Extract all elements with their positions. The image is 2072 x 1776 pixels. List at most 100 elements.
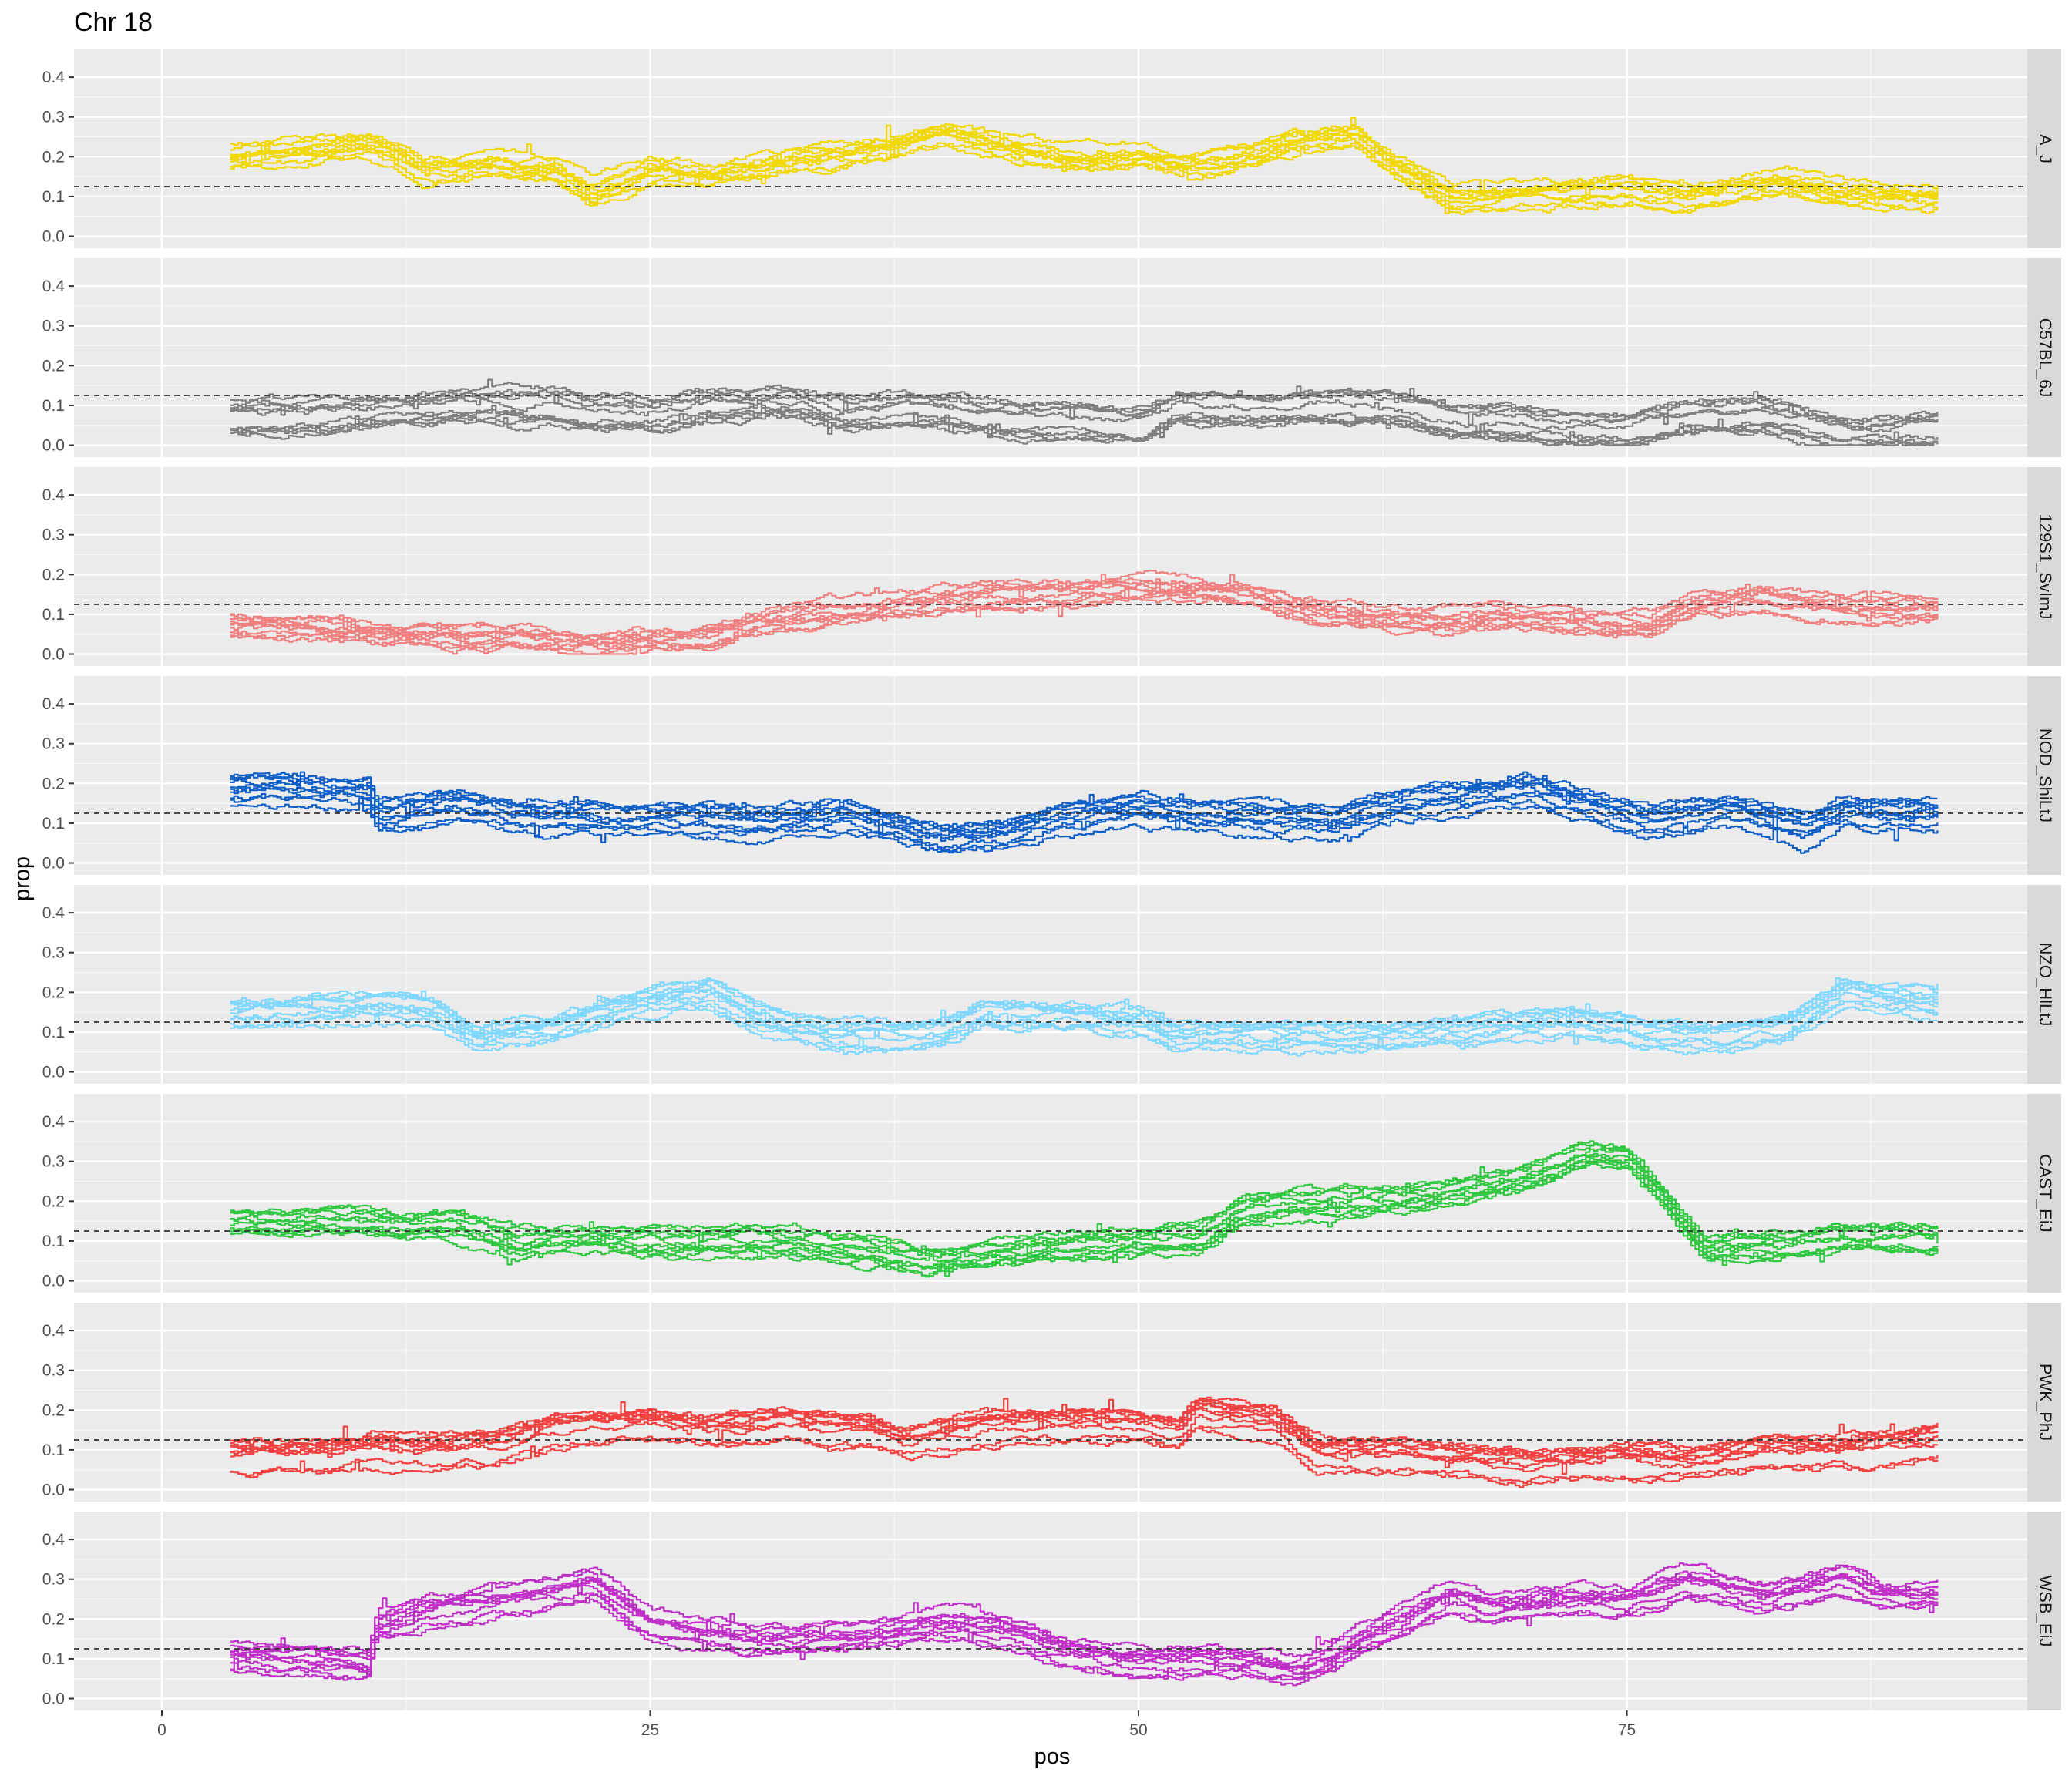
y-tick-label: 0.1 — [42, 1024, 65, 1041]
series-line — [230, 596, 1939, 655]
series-line — [230, 1144, 1939, 1254]
x-tick-label: 75 — [1618, 1721, 1636, 1739]
panel-background — [74, 885, 2027, 1084]
x-tick-label: 25 — [641, 1721, 659, 1739]
series-line — [230, 384, 1939, 426]
series-line — [230, 978, 1939, 1031]
panel-a_j: 0.0 0.1 0.2 0.3 0.4 A_J — [42, 49, 2061, 248]
series-line — [230, 578, 1939, 645]
y-tick-label: 0.2 — [42, 566, 65, 584]
series-line — [230, 792, 1939, 854]
series-lines — [230, 977, 1939, 1057]
facet-strip — [2027, 1303, 2061, 1502]
y-tick-label: 0.4 — [42, 486, 66, 504]
x-tick-label: 50 — [1129, 1721, 1147, 1739]
series-line — [230, 404, 1939, 443]
facet-strip — [2027, 885, 2061, 1084]
panel-background — [74, 1512, 2027, 1710]
series-lines — [230, 1562, 1939, 1687]
facet-label: CAST_EiJ — [2036, 1154, 2055, 1232]
series-lines — [230, 116, 1939, 215]
series-line — [230, 1583, 1939, 1680]
y-tick-label: 0.1 — [42, 1441, 65, 1459]
y-tick-label: 0.2 — [42, 1610, 65, 1628]
panel-background — [74, 676, 2027, 875]
y-tick-label: 0.0 — [42, 1482, 65, 1499]
facet-label: WSB_EiJ — [2036, 1576, 2055, 1647]
y-axis-title: prop — [10, 856, 35, 901]
y-tick-label: 0.0 — [42, 646, 65, 664]
panel-nod_shiltj: 0.0 0.1 0.2 0.3 0.4 NOD_ShiLtJ — [42, 676, 2061, 875]
series-line — [230, 1414, 1939, 1472]
facet-strip — [2027, 676, 2061, 875]
y-tick-label: 0.3 — [42, 944, 65, 962]
series-lines — [230, 1140, 1939, 1278]
y-tick-label: 0.0 — [42, 1064, 65, 1081]
y-tick-label: 0.2 — [42, 148, 65, 166]
series-line — [230, 1562, 1939, 1657]
series-lines — [230, 570, 1939, 655]
series-line — [230, 1154, 1939, 1263]
series-line — [230, 1575, 1939, 1673]
panel-background — [74, 258, 2027, 457]
panel-c57bl_6j: 0.0 0.1 0.2 0.3 0.4 C57BL_6J — [42, 258, 2061, 457]
panel-129s1_svimj: 0.0 0.1 0.2 0.3 0.4 129S1_SvImJ — [42, 467, 2061, 666]
y-tick-label: 0.1 — [42, 397, 65, 415]
series-line — [230, 791, 1939, 851]
panel-background — [74, 1303, 2027, 1502]
y-tick-label: 0.1 — [42, 1233, 65, 1250]
series-line — [230, 797, 1939, 854]
chart-title: Chr 18 — [74, 8, 153, 37]
series-line — [230, 1593, 1939, 1687]
series-line — [230, 126, 1939, 204]
series-line — [230, 129, 1939, 204]
y-tick-label: 0.3 — [42, 1362, 65, 1380]
facet-label: 129S1_SvImJ — [2036, 514, 2055, 620]
y-tick-label: 0.2 — [42, 775, 65, 792]
facet-label: NOD_ShiLtJ — [2036, 728, 2055, 822]
series-line — [230, 1162, 1939, 1277]
series-line — [230, 143, 1939, 214]
series-line — [230, 778, 1939, 834]
y-tick-label: 0.3 — [42, 109, 65, 126]
y-tick-label: 0.1 — [42, 815, 65, 832]
y-tick-label: 0.3 — [42, 318, 65, 335]
facet-label: C57BL_6J — [2036, 318, 2055, 398]
y-tick-label: 0.3 — [42, 1571, 65, 1589]
panel-cast_eij: 0.0 0.1 0.2 0.3 0.4 CAST_EiJ — [42, 1094, 2061, 1293]
y-tick-label: 0.2 — [42, 1401, 65, 1419]
series-line — [230, 1398, 1939, 1461]
y-tick-label: 0.0 — [42, 1690, 65, 1708]
facet-label: NZO_HlLtJ — [2036, 943, 2055, 1027]
series-lines — [230, 378, 1939, 446]
y-tick-label: 0.4 — [42, 278, 66, 295]
y-tick-label: 0.2 — [42, 357, 65, 375]
series-line — [230, 1593, 1939, 1681]
panels: 0.0 0.1 0.2 0.3 0.4 A_J 0.0 0.1 0.2 0.3 0.4 C57BL_6… — [42, 49, 2061, 1710]
panel-wsb_eij: 0.0 0.1 0.2 0.3 0.4 WSB_EiJ — [42, 1512, 2061, 1710]
series-line — [230, 378, 1939, 422]
y-tick-label: 0.4 — [42, 695, 66, 713]
series-line — [230, 408, 1939, 446]
series-line — [230, 133, 1939, 210]
series-lines — [230, 1396, 1939, 1488]
facet-strip — [2027, 1512, 2061, 1710]
series-line — [230, 786, 1939, 839]
x-axis-title: pos — [1034, 1744, 1071, 1769]
y-tick-label: 0.0 — [42, 228, 65, 246]
series-line — [230, 1398, 1939, 1465]
series-line — [230, 977, 1939, 1037]
facet-strip — [2027, 258, 2061, 457]
facet-label: A_J — [2036, 134, 2055, 163]
series-line — [230, 1573, 1939, 1669]
facet-strip — [2027, 1094, 2061, 1293]
y-tick-label: 0.1 — [42, 606, 65, 624]
y-tick-label: 0.4 — [42, 1113, 66, 1131]
y-tick-label: 0.0 — [42, 437, 65, 455]
y-tick-label: 0.1 — [42, 1650, 65, 1668]
series-line — [230, 591, 1939, 655]
x-axis: 0 25 50 75 — [157, 1710, 1636, 1739]
series-line — [230, 409, 1939, 446]
y-tick-label: 0.3 — [42, 526, 65, 544]
